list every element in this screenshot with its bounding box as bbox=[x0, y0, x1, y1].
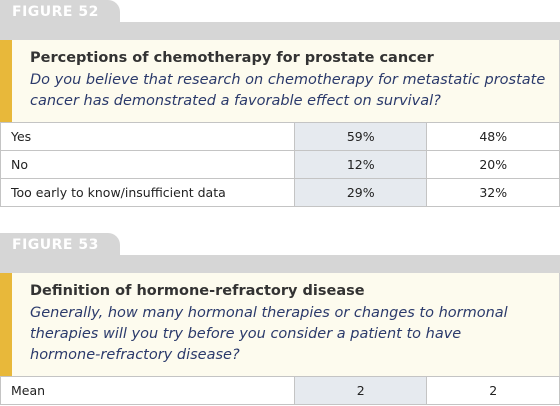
figure: FIGURE 53 Definition of hormone-refractor… bbox=[0, 233, 560, 405]
table-row: No 12% 20% bbox=[0, 150, 560, 179]
row-label: No bbox=[0, 150, 295, 179]
value-cell: 48% bbox=[426, 122, 560, 151]
figure-tab: FIGURE 53 bbox=[0, 233, 120, 255]
figure-title: Definition of hormone-refractory disease bbox=[30, 283, 365, 299]
table-row: Yes 59% 48% bbox=[0, 122, 560, 151]
value-cell: 2 bbox=[426, 376, 560, 405]
row-label: Yes bbox=[0, 122, 295, 151]
table-row: Mean 2 2 bbox=[0, 376, 560, 405]
figure-tab: FIGURE 52 bbox=[0, 0, 120, 22]
value-cell: 29% bbox=[293, 178, 428, 207]
tab-strip bbox=[0, 22, 560, 40]
figure: FIGURE 52 Perceptions of chemotherapy for… bbox=[0, 0, 560, 207]
value-cell: 59% bbox=[293, 122, 428, 151]
question: Do you believe that research on chemothe… bbox=[30, 72, 546, 109]
table-row: Too early to know/insufficient data 29% 32… bbox=[0, 178, 560, 207]
figure-header: Definition of hormone-refractory disease… bbox=[0, 273, 560, 376]
row-label: Mean bbox=[0, 376, 295, 405]
value-cell: 20% bbox=[426, 150, 560, 179]
row-label: Too early to know/insufficient data bbox=[0, 178, 295, 207]
value-cell: 32% bbox=[426, 178, 560, 207]
question: Generally, how many hormonal therapies o… bbox=[30, 305, 508, 363]
data-table: Mean 2 2 bbox=[0, 376, 560, 405]
data-table: Yes 59% 48% No 12% 20% Too early to know/insuf… bbox=[0, 122, 560, 207]
figure-header: Perceptions of chemotherapy for prostate… bbox=[0, 40, 560, 122]
figure-title: Perceptions of chemotherapy for prostate… bbox=[30, 50, 434, 66]
value-cell: 12% bbox=[293, 150, 428, 179]
tab-strip bbox=[0, 255, 560, 273]
value-cell: 2 bbox=[293, 376, 428, 405]
